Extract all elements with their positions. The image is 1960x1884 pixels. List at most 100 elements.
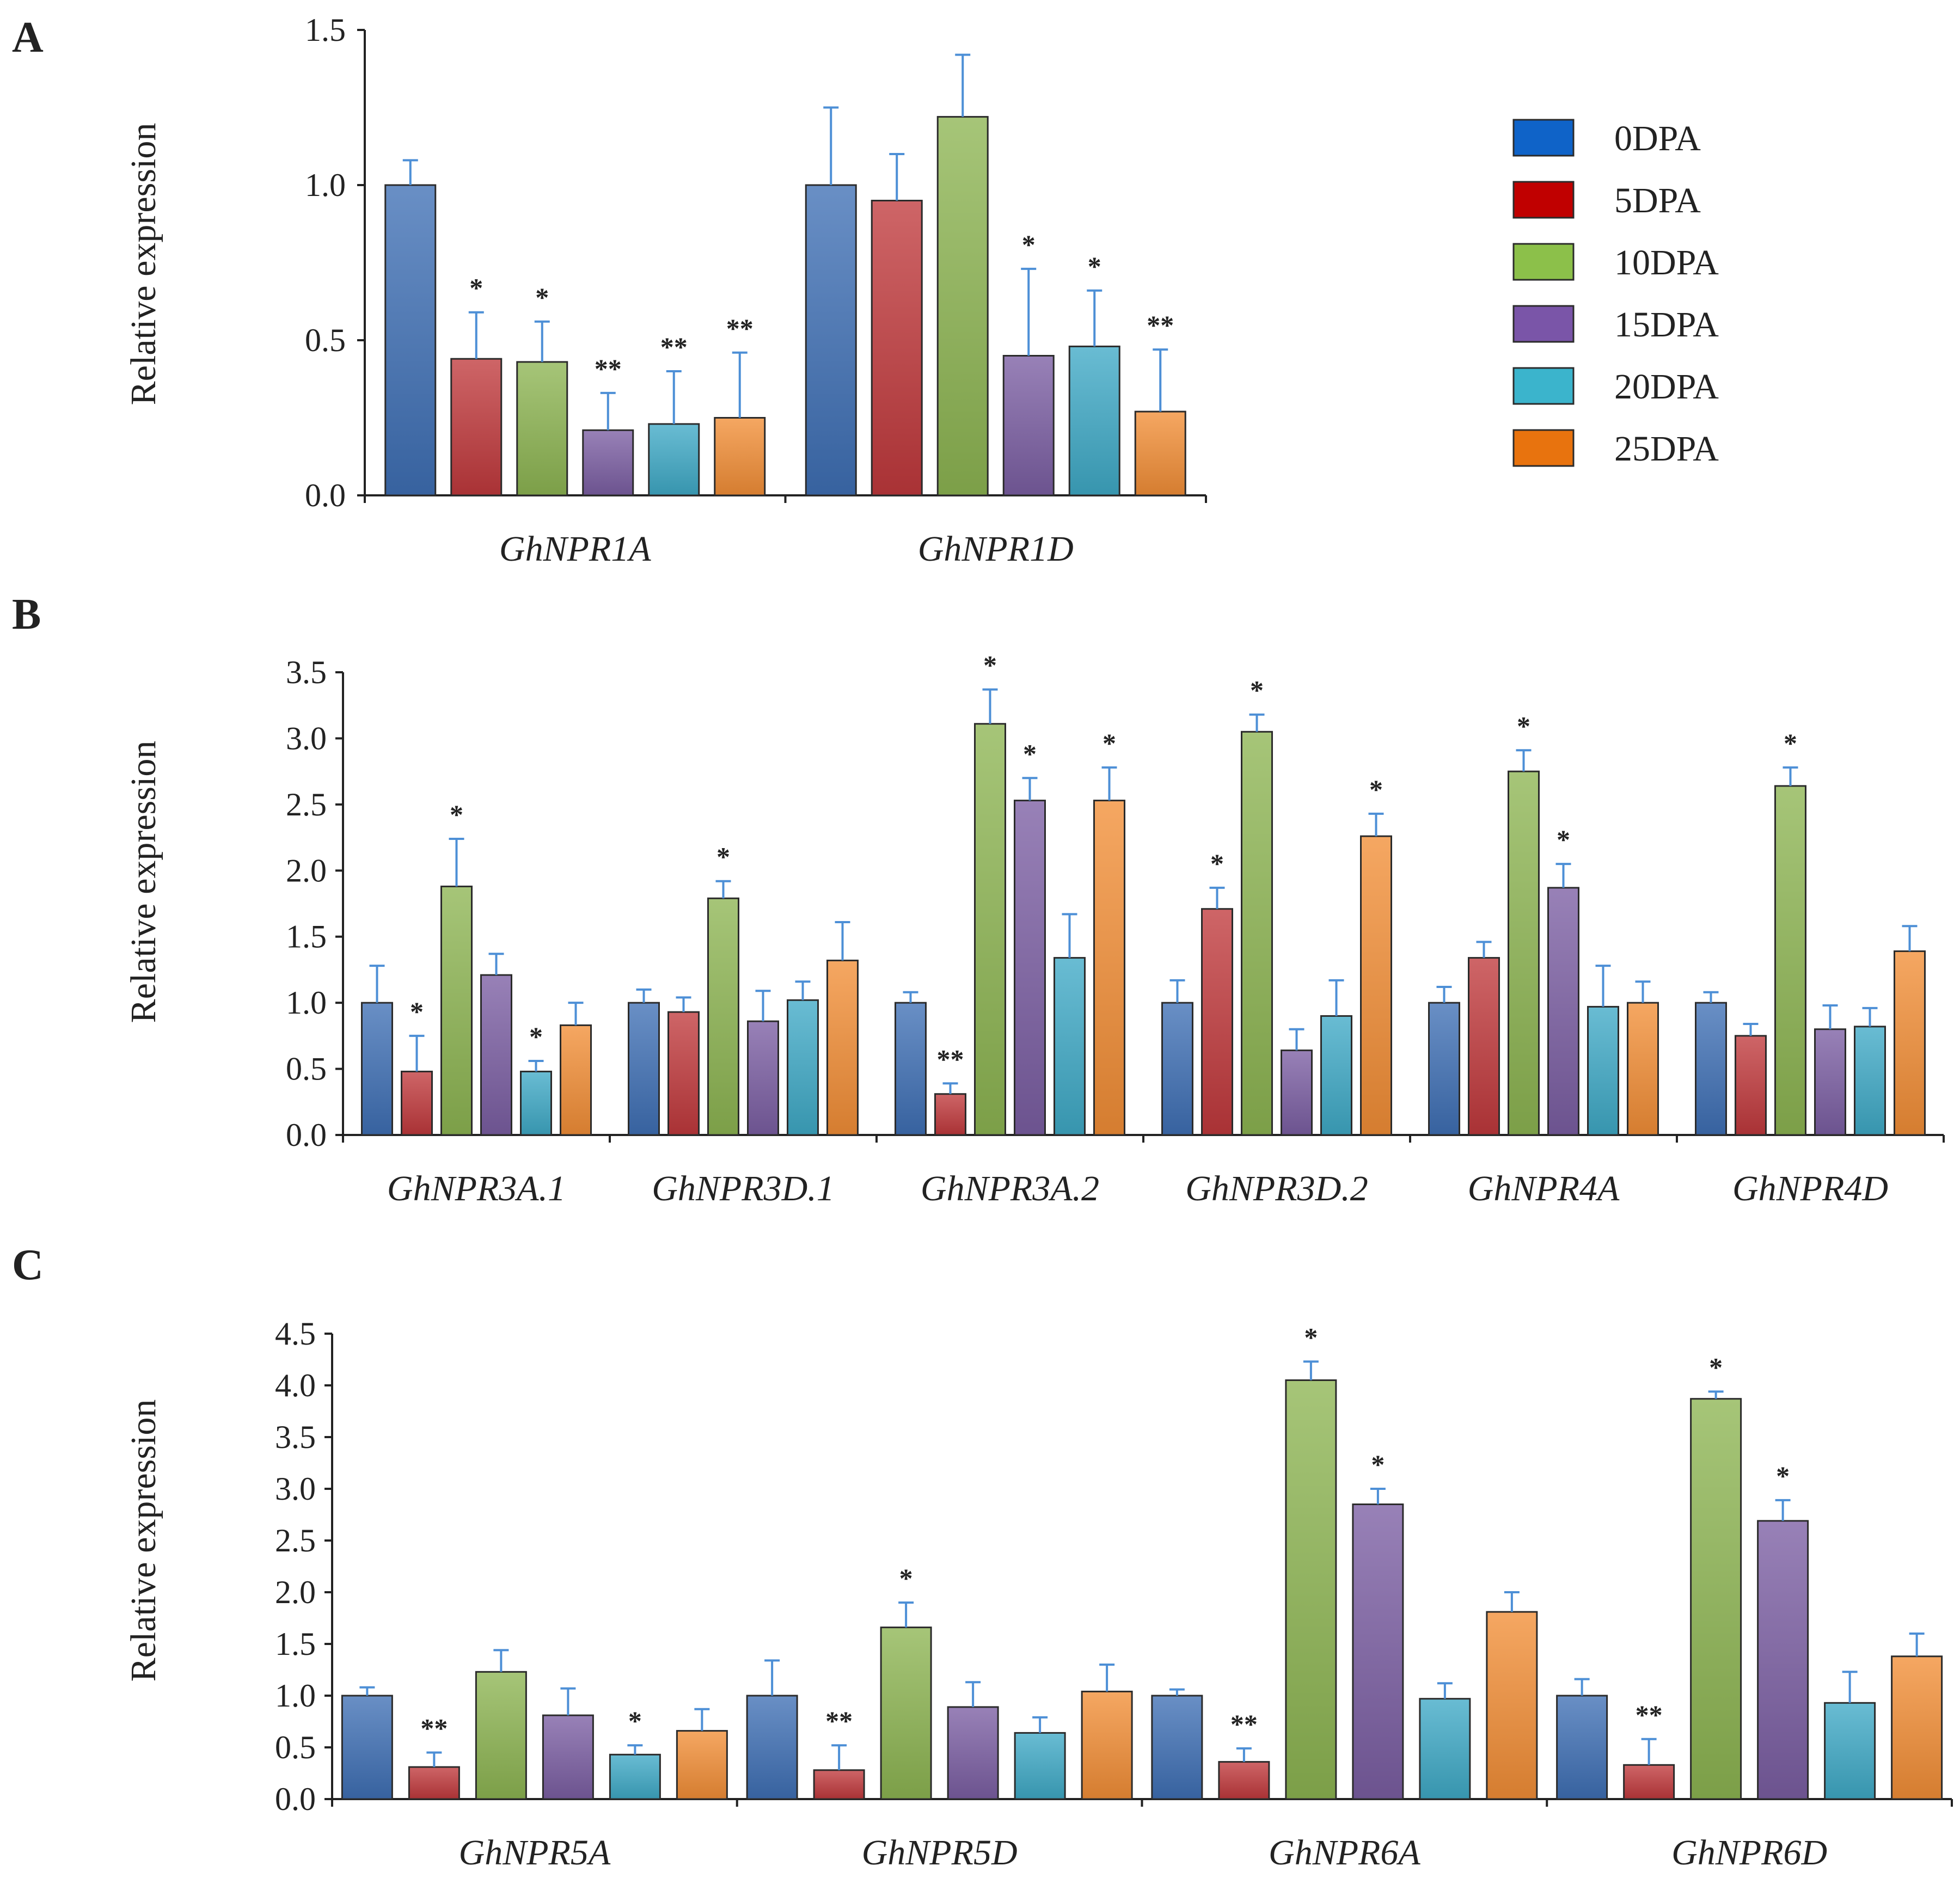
y-tick-label: 2.5 [275,1523,316,1558]
bar-0DPA [1556,1695,1608,1800]
bar-20DPA [1824,1702,1876,1800]
bar-20DPA [1854,1026,1886,1136]
bar-15DPA [542,1714,594,1800]
bar-10DPA [1690,1398,1742,1800]
bar-10DPA [974,723,1006,1136]
bar-15DPA [582,429,634,496]
y-tick-label: 3.5 [275,1419,316,1455]
bar-20DPA [648,423,700,496]
bar-0DPA [1695,1002,1727,1136]
significance-mark: * [1102,728,1116,758]
bar-20DPA [520,1070,552,1136]
x-category-label: GhNPR4D [1732,1169,1888,1208]
bar-25DPA [1891,1655,1943,1800]
bar-0DPA [341,1695,393,1800]
bar-25DPA [560,1024,592,1136]
significance-mark: * [1371,1449,1385,1480]
significance-mark: * [1369,774,1383,805]
y-tick-label: 4.5 [275,1316,316,1352]
bar-15DPA [480,974,512,1136]
bar-5DPA [813,1769,865,1800]
bar-15DPA [1281,1050,1313,1136]
bar-15DPA [1014,800,1046,1136]
bar-5DPA [1201,908,1233,1136]
bar-10DPA [1285,1379,1337,1800]
bar-20DPA [1054,957,1086,1136]
y-tick-label: 1.0 [286,985,327,1021]
bar-20DPA [1068,345,1120,496]
significance-mark: * [1709,1352,1723,1382]
legend-label: 5DPA [1614,181,1701,220]
significance-mark: * [716,842,730,872]
bar-10DPA [936,116,989,496]
significance-mark: * [535,282,549,312]
bar-25DPA [1627,1002,1659,1136]
bar-5DPA [401,1070,433,1136]
x-category-label: GhNPR3A.1 [387,1169,566,1208]
x-category-label: GhNPR6D [1671,1833,1827,1873]
legend-swatch [1512,119,1575,157]
significance-mark: ** [1636,1699,1663,1730]
panel-a: A Relative expression 0.0 0.5 1.0 1.5 GhNPR1… [12,12,1207,569]
significance-mark: * [450,799,463,830]
bar-5DPA [934,1093,966,1136]
bar-25DPA [1093,800,1125,1136]
x-category-label: GhNPR1A [499,529,651,569]
legend-label: 25DPA [1614,429,1719,469]
bar-0DPA [1428,1002,1460,1136]
bar-15DPA [1814,1028,1846,1136]
y-tick-label: 2.0 [275,1574,316,1610]
significance-mark: * [1784,728,1797,758]
legend-swatch [1512,367,1575,405]
bar-0DPA [628,1002,660,1136]
bar-15DPA [1352,1503,1404,1800]
bar-10DPA [707,897,739,1136]
bar-20DPA [1014,1732,1066,1800]
significance-mark: * [1210,848,1224,879]
bar-10DPA [475,1671,527,1800]
y-tick-label: 3.0 [286,720,327,756]
significance-mark: * [1088,251,1101,281]
bar-25DPA [826,959,859,1136]
x-category-label: GhNPR4A [1468,1169,1620,1208]
x-category-label: GhNPR3A.2 [921,1169,1099,1208]
y-tick-label: 1.0 [305,167,346,203]
significance-mark: * [983,650,997,680]
y-axis-title-b: Relative expression [124,741,163,1023]
significance-mark: ** [726,313,754,343]
y-tick-label: 0.5 [305,322,346,358]
panel-letter-c: C [12,1241,44,1289]
y-tick-label: 0.5 [286,1051,327,1087]
x-category-label: GhNPR5A [459,1833,611,1873]
significance-mark: * [410,996,424,1027]
bar-20DPA [1320,1015,1352,1136]
legend-label: 20DPA [1614,367,1719,407]
y-tick-label: 0.0 [275,1781,316,1817]
significance-mark: * [628,1705,642,1736]
bar-10DPA [516,361,568,496]
x-category-label: GhNPR3D.1 [652,1169,834,1208]
bar-15DPA [1757,1520,1809,1800]
bar-10DPA [1241,731,1273,1136]
bar-20DPA [787,999,819,1136]
bar-20DPA [1587,1005,1619,1136]
bar-0DPA [746,1695,798,1800]
significance-mark: ** [1230,1709,1258,1739]
significance-mark: * [469,273,483,303]
panel-letter-b: B [12,591,41,639]
y-tick-label: 0.0 [305,477,346,513]
bar-5DPA [408,1766,460,1800]
bar-5DPA [1623,1764,1675,1800]
bar-0DPA [1151,1695,1203,1800]
bar-10DPA [440,885,473,1136]
significance-mark: ** [1147,310,1174,340]
y-tick-label: 3.5 [286,654,327,690]
significance-mark: * [899,1563,913,1593]
bar-25DPA [1360,835,1392,1136]
bar-25DPA [1081,1690,1133,1800]
legend-label: 0DPA [1614,119,1701,158]
y-tick-label: 0.0 [286,1117,327,1153]
y-tick-label: 0.5 [275,1729,316,1765]
significance-mark: ** [595,353,622,384]
x-category-label: GhNPR6A [1269,1833,1420,1873]
